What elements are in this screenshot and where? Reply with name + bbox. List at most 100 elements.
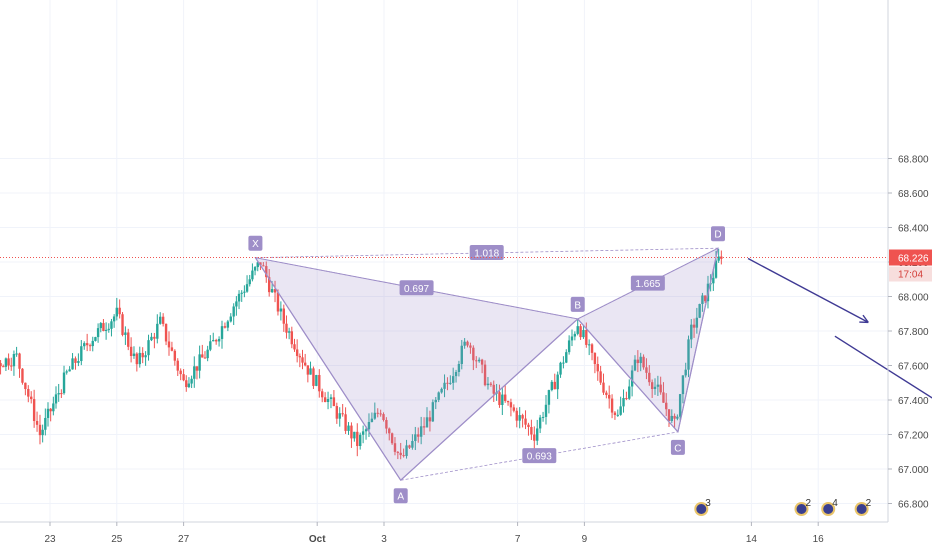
candle	[428, 417, 432, 422]
candle	[52, 403, 55, 412]
candle	[613, 412, 617, 415]
x-tick-label: Oct	[309, 534, 326, 545]
candle	[298, 355, 302, 358]
y-tick-label: 67.400	[898, 396, 929, 407]
candle	[54, 394, 58, 404]
candle	[335, 406, 339, 419]
candle	[486, 383, 490, 386]
candle	[138, 352, 141, 365]
candle	[673, 415, 676, 419]
candle	[622, 398, 625, 407]
candle	[265, 266, 268, 278]
candle	[720, 256, 723, 259]
current-price-badge	[889, 249, 932, 266]
candle	[489, 383, 493, 385]
candle	[173, 350, 177, 361]
candle	[44, 417, 47, 430]
candle	[262, 265, 265, 267]
candle	[602, 382, 605, 393]
candle	[4, 358, 8, 367]
candle	[0, 363, 2, 367]
candle	[195, 366, 199, 371]
candle	[285, 323, 288, 333]
candle	[110, 321, 113, 329]
candle	[259, 262, 262, 266]
candle	[359, 434, 362, 447]
candle	[608, 394, 611, 399]
candle	[206, 349, 209, 359]
candle	[344, 414, 347, 431]
candle	[385, 420, 388, 429]
point-label: X	[252, 239, 259, 250]
candle	[469, 345, 472, 348]
projection-arrow	[747, 257, 869, 323]
candle	[293, 344, 296, 350]
x-tick-label: 16	[813, 534, 825, 545]
candle	[422, 426, 426, 428]
event-icon	[796, 504, 807, 514]
candle	[451, 376, 455, 383]
candle	[579, 326, 582, 338]
candle	[678, 394, 682, 417]
candle	[443, 382, 446, 389]
candle	[440, 388, 443, 393]
projection-arrow-head	[862, 314, 869, 323]
candle	[544, 404, 548, 417]
y-tick-label: 66.800	[898, 500, 929, 511]
candle	[332, 397, 336, 407]
ratio-label: 1.018	[474, 248, 499, 259]
point-label: D	[714, 230, 721, 241]
candle	[7, 358, 10, 366]
point-label-box	[393, 488, 408, 504]
candle	[303, 362, 307, 366]
candle	[144, 355, 147, 358]
candle	[217, 338, 221, 342]
candle	[135, 353, 139, 365]
candle	[287, 331, 291, 333]
candle	[411, 440, 414, 448]
candle	[306, 365, 310, 375]
candle	[498, 392, 501, 406]
candle	[150, 336, 153, 341]
candle	[203, 357, 207, 359]
candle	[472, 347, 475, 361]
candle	[425, 417, 429, 428]
candle	[636, 359, 640, 364]
candle	[253, 267, 257, 271]
candle	[676, 416, 679, 419]
candle	[270, 289, 274, 293]
candle	[650, 382, 654, 389]
x-tick-label: 23	[44, 534, 56, 545]
candle	[229, 316, 232, 322]
projection-arrow	[834, 335, 932, 399]
candle	[457, 364, 461, 372]
candle	[65, 371, 68, 373]
candle	[690, 324, 693, 340]
candle	[434, 399, 437, 403]
candle	[639, 356, 642, 364]
candle	[419, 426, 423, 437]
candle	[717, 256, 720, 261]
candle	[610, 398, 614, 413]
point-label-box	[248, 235, 263, 251]
event-count: 2	[806, 498, 812, 509]
candle	[276, 292, 280, 312]
candle	[279, 308, 283, 312]
candle	[102, 323, 105, 331]
candle	[681, 375, 685, 395]
y-tick-label: 67.600	[898, 362, 929, 373]
candle	[104, 329, 108, 331]
candle	[405, 445, 408, 457]
pattern-leg	[677, 248, 719, 433]
candle	[512, 407, 516, 411]
candle	[85, 343, 89, 346]
candle	[198, 354, 201, 371]
candle	[243, 291, 246, 293]
candle	[446, 382, 449, 384]
candle	[503, 394, 507, 401]
candle	[590, 344, 594, 353]
candle	[57, 393, 60, 395]
candle	[21, 368, 24, 383]
candle	[712, 277, 715, 284]
